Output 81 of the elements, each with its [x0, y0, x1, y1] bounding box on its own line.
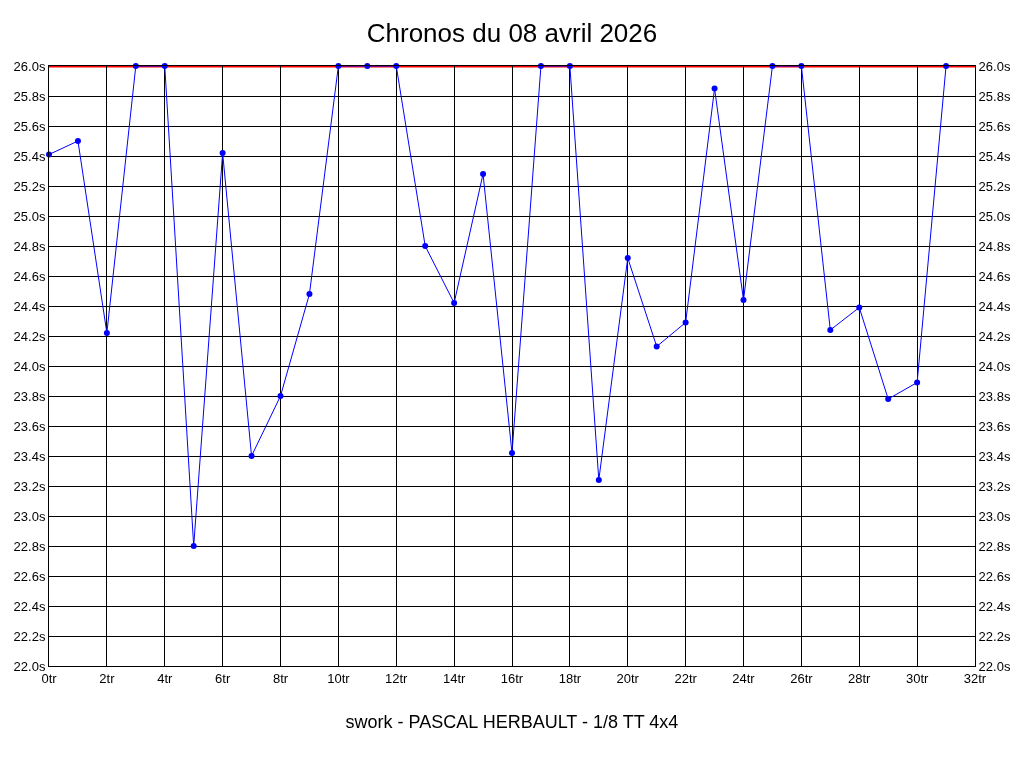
- y-tick-label: 25.2s: [13, 178, 46, 194]
- y2-tick-label: 25.8s: [978, 88, 1011, 104]
- x-tick-label: 16tr: [500, 670, 524, 686]
- point: [566, 63, 573, 69]
- point: [827, 327, 834, 333]
- point: [451, 300, 458, 306]
- y-tick-label: 26.0s: [13, 58, 46, 74]
- x-tick-label: 6tr: [215, 670, 231, 686]
- point: [914, 379, 921, 386]
- y2-tick-label: 26.0s: [978, 58, 1011, 74]
- point: [422, 243, 429, 249]
- y2-tick-label: 25.4s: [978, 148, 1011, 164]
- x-tick-label: 24tr: [732, 670, 756, 686]
- x-tick-label: 12tr: [385, 670, 409, 686]
- x-tick-label: 10tr: [327, 670, 351, 686]
- y-tick-label: 23.4s: [13, 448, 46, 464]
- x-tick-label: 8tr: [272, 670, 289, 686]
- y-tick-label: 24.6s: [13, 268, 46, 284]
- point: [653, 343, 660, 350]
- y2-tick-label: 23.4s: [978, 448, 1011, 464]
- y2-tick-label: 23.6s: [978, 418, 1011, 434]
- point: [103, 330, 110, 336]
- y-tick-label: 24.4s: [13, 298, 46, 314]
- y2-tick-label: 24.6s: [978, 268, 1011, 284]
- point: [277, 393, 284, 399]
- y-tick-label: 22.2s: [13, 628, 46, 644]
- y-tick-label: 24.8s: [13, 238, 46, 254]
- point: [682, 319, 689, 326]
- y-tick-label: 22.6s: [13, 568, 46, 584]
- point: [711, 85, 718, 92]
- x-axis-title: swork - PASCAL HERBAULT - 1/8 TT 4x4: [345, 711, 679, 732]
- y2-tick-label: 24.4s: [978, 298, 1011, 314]
- y2-tick-label: 22.6s: [978, 568, 1011, 584]
- y-tick-label: 23.8s: [13, 388, 46, 404]
- y-tick-label: 25.4s: [13, 148, 46, 164]
- point: [74, 138, 81, 144]
- point: [248, 453, 255, 459]
- chart-title: Chronos du 08 avril 2026: [366, 18, 658, 49]
- point: [885, 396, 892, 402]
- y2-tick-label: 23.0s: [978, 508, 1011, 524]
- x-tick-label: 4tr: [157, 670, 174, 686]
- point: [190, 543, 197, 549]
- point: [480, 171, 487, 177]
- point: [306, 291, 313, 297]
- y-tick-label: 22.4s: [13, 598, 46, 614]
- x-tick-label: 14tr: [442, 670, 466, 686]
- y-tick-label: 24.2s: [13, 328, 46, 344]
- y2-tick-label: 24.2s: [978, 328, 1011, 344]
- y-tick-label: 25.0s: [13, 208, 46, 224]
- y-tick-label: 25.6s: [13, 118, 46, 134]
- y2-tick-label: 24.8s: [978, 238, 1011, 254]
- point: [219, 150, 226, 156]
- y2-tick-label: 25.2s: [978, 178, 1011, 194]
- y-tick-label: 24.0s: [13, 358, 46, 374]
- y2-tick-label: 22.4s: [978, 598, 1011, 614]
- y2-tick-label: 24.0s: [978, 358, 1011, 374]
- point: [537, 63, 544, 69]
- y2-tick-label: 22.8s: [978, 538, 1011, 554]
- y2-tick-label: 25.6s: [978, 118, 1011, 134]
- x-tick-label: 20tr: [616, 670, 640, 686]
- y-tick-label: 22.8s: [13, 538, 46, 554]
- point: [595, 477, 602, 483]
- y-tick-label: 23.0s: [13, 508, 46, 524]
- x-tick-label: 26tr: [790, 670, 814, 686]
- y2-tick-label: 25.0s: [978, 208, 1011, 224]
- y2-tick-label: 22.2s: [978, 628, 1011, 644]
- point: [624, 255, 631, 261]
- x-tick-label: 2tr: [99, 670, 116, 686]
- point: [856, 304, 863, 311]
- y2-tick-label: 23.2s: [978, 478, 1011, 494]
- x-tick-label: 18tr: [558, 670, 582, 686]
- x-tick-label: 28tr: [848, 670, 872, 686]
- x-tick-label: 22tr: [674, 670, 698, 686]
- point: [943, 63, 950, 69]
- y-tick-label: 23.6s: [13, 418, 46, 434]
- x-tick-label: 30tr: [905, 670, 929, 686]
- point: [740, 297, 747, 303]
- y-tick-label: 25.8s: [13, 88, 46, 104]
- y-tick-label: 23.2s: [13, 478, 46, 494]
- point: [509, 450, 515, 456]
- y2-tick-label: 23.8s: [978, 388, 1011, 404]
